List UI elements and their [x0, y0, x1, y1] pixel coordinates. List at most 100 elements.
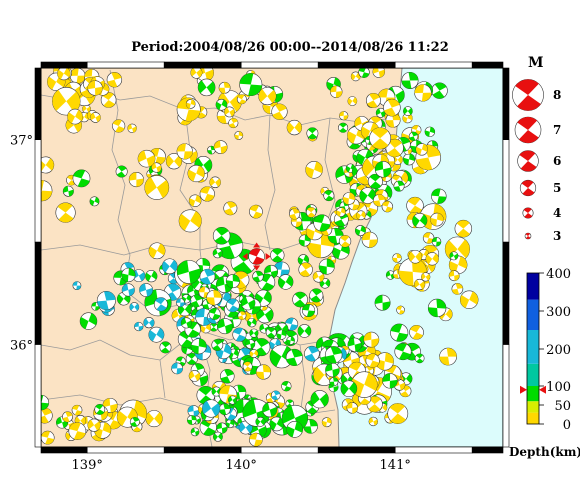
longitude-tick-label: 141° [380, 458, 411, 473]
earthquake-event [228, 395, 238, 405]
earthquake-event [127, 123, 137, 134]
earthquake-event [421, 272, 431, 282]
frame-segment [163, 61, 242, 69]
frame-segment [86, 61, 165, 69]
earthquake-event [305, 207, 317, 218]
earthquake-event [459, 290, 479, 309]
depth-tick-label: 300 [546, 305, 571, 320]
frame-segment [502, 241, 510, 345]
earthquake-event [188, 370, 201, 382]
earthquake-event [145, 270, 158, 283]
earthquake-event [374, 161, 392, 178]
earthquake-event [365, 353, 380, 368]
earthquake-event [218, 403, 231, 416]
earthquake-event [215, 98, 228, 111]
earthquake-event [375, 107, 386, 118]
frame-segment [34, 241, 42, 345]
earthquake-event [292, 291, 308, 308]
earthquake-event [298, 234, 311, 247]
earthquake-event [161, 258, 178, 275]
earthquake-event [265, 327, 277, 338]
earthquake-event [128, 172, 144, 188]
earthquake-event [20, 90, 35, 105]
frame-segment [394, 446, 473, 454]
earthquake-event [425, 252, 439, 266]
earthquake-event [449, 251, 459, 261]
depth-tick-label: 400 [546, 267, 571, 282]
earthquake-event [62, 411, 73, 423]
earthquake-event [381, 200, 394, 213]
earthquake-event [408, 249, 423, 264]
earthquake-event [190, 68, 203, 79]
earthquake-event [374, 294, 391, 311]
earthquake-event [188, 194, 202, 207]
earthquake-event [276, 329, 287, 340]
earthquake-event [190, 338, 207, 355]
latitude-tick-label: 37° [10, 134, 33, 149]
earthquake-event [220, 368, 235, 384]
magnitude-legend-item: 5 [519, 179, 561, 197]
frame-segment [502, 344, 510, 448]
frame-segment [471, 61, 504, 69]
depth-band [527, 330, 539, 364]
earthquake-event [242, 361, 253, 372]
earthquake-event [356, 210, 366, 221]
earthquake-event [94, 404, 106, 415]
earthquake-event [190, 294, 203, 308]
earthquake-event [342, 192, 356, 205]
frame-segment [471, 446, 504, 454]
frame-segment [317, 446, 396, 454]
magnitude-legend-item: 4 [522, 206, 561, 220]
earthquake-event [403, 106, 413, 116]
depth-tick-label: 100 [546, 380, 571, 395]
depth-scale-title: Depth(km) [509, 445, 580, 459]
frame-segment [317, 61, 396, 69]
earthquake-event [256, 305, 274, 324]
magnitude-legend-symbol [524, 232, 532, 240]
earthquake-event [195, 308, 213, 326]
earthquake-event [324, 346, 343, 364]
earthquake-event [148, 242, 166, 260]
earthquake-event [321, 417, 332, 428]
earthquake-event [304, 345, 320, 362]
earthquake-event [286, 421, 304, 438]
map-title: Period:2004/08/26 00:00--2014/08/26 11:2… [131, 40, 449, 55]
earthquake-event [305, 161, 323, 179]
earthquake-event [354, 225, 366, 237]
earthquake-event [331, 241, 350, 260]
magnitude-legend-label: 6 [553, 154, 561, 168]
main-event-arrow [265, 252, 271, 260]
earthquake-event [106, 72, 123, 88]
earthquake-event [297, 324, 312, 338]
earthquake-event [255, 364, 272, 380]
earthquake-event [206, 289, 222, 306]
earthquake-event [278, 274, 294, 290]
magnitude-legend-symbol [517, 150, 539, 172]
earthquake-event [325, 362, 340, 378]
earthquake-event [143, 317, 155, 329]
earthquake-event [387, 403, 409, 424]
frame-segment [502, 67, 510, 141]
earthquake-event [285, 317, 299, 331]
depth-band [527, 386, 539, 402]
earthquake-event [41, 180, 53, 202]
latitude-tick-labels: 37° 36° [10, 134, 33, 354]
earthquake-event [186, 415, 197, 425]
earthquake-event [236, 94, 247, 105]
magnitude-legend-label: 4 [553, 206, 561, 220]
earthquake-event [148, 326, 165, 343]
earthquake-event [176, 143, 193, 160]
depth-band [527, 299, 539, 330]
earthquake-event [228, 118, 239, 129]
earthquake-event [185, 99, 196, 109]
magnitude-legend-item: 7 [514, 116, 561, 144]
earthquake-event [237, 311, 247, 320]
earthquake-event [313, 214, 331, 232]
earthquake-event [112, 119, 126, 133]
earthquake-event [226, 298, 240, 313]
earthquake-event [358, 68, 370, 78]
earthquake-event [247, 317, 257, 328]
earthquake-event [409, 325, 424, 340]
longitude-tick-label: 139° [72, 458, 103, 473]
